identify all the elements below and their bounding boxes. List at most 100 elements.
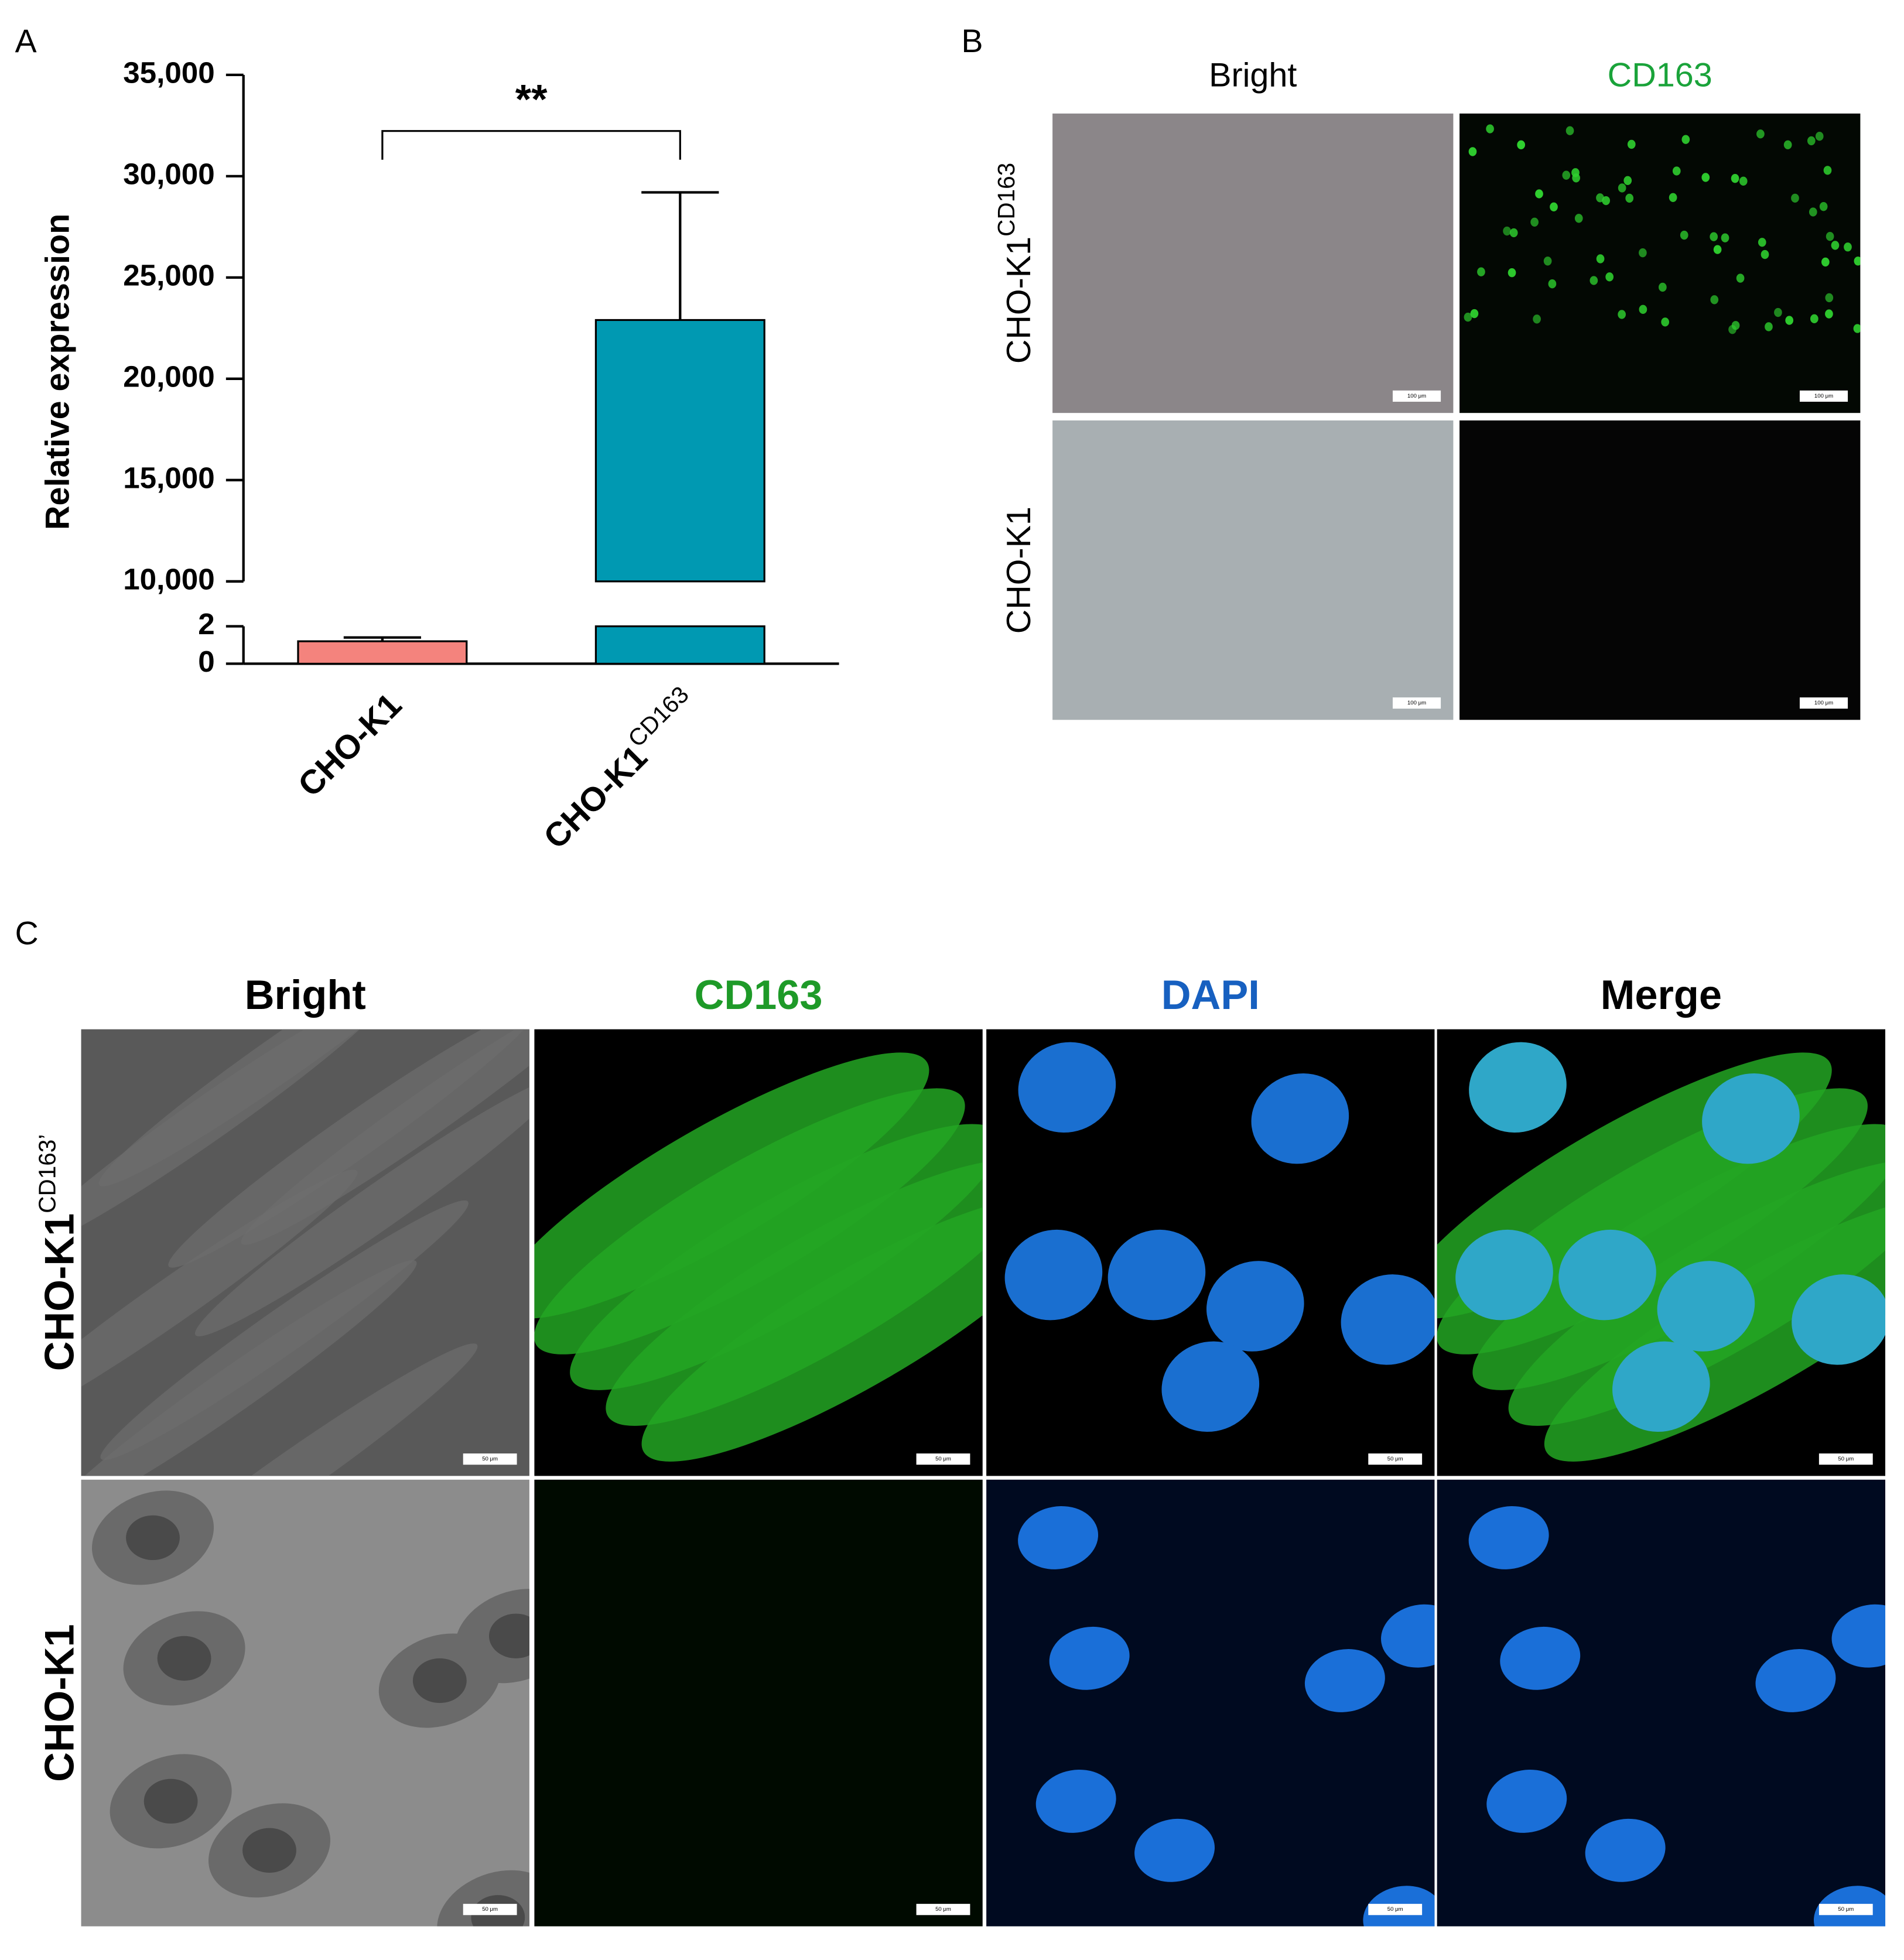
scale-bar (1368, 1453, 1423, 1465)
scale-bar (1368, 1904, 1423, 1915)
cell (1713, 245, 1722, 254)
cell (412, 1658, 467, 1704)
cell (1304, 1649, 1385, 1712)
cell (1844, 242, 1852, 252)
micrograph: 50 μm (81, 1029, 529, 1476)
row-label: CHO-K1CD163 (993, 163, 1038, 364)
cell (1469, 1042, 1567, 1133)
cell (1548, 279, 1557, 289)
cell (1206, 1261, 1304, 1352)
cell (1018, 1042, 1116, 1133)
cell (1381, 1604, 1435, 1668)
cell (1565, 126, 1574, 135)
cell (1161, 1341, 1260, 1432)
scale-bar-label: 50 μm (935, 1906, 951, 1913)
cell (1612, 1341, 1710, 1432)
micrograph: 100 μm (1052, 113, 1454, 413)
x-tick-label-sup: CD163 (623, 680, 694, 752)
cell (1669, 193, 1677, 202)
x-tick-label: CHO-K1CD163 (531, 680, 707, 856)
scale-bar-label: 100 μm (1814, 700, 1833, 706)
cell (489, 1613, 529, 1658)
significance-bracket (381, 130, 681, 160)
panel-label: A (15, 23, 37, 59)
column-header: DAPI (1161, 972, 1260, 1018)
cell (1826, 232, 1834, 241)
cell (1455, 1229, 1553, 1321)
cell (1018, 1506, 1099, 1569)
cell (1530, 217, 1539, 227)
cell (1639, 248, 1647, 258)
cell (1517, 140, 1526, 149)
image-content (92, 1490, 529, 1927)
bar (297, 640, 468, 665)
row-label: CHO-K1CD163’ (33, 1134, 82, 1371)
cell (1701, 173, 1710, 182)
bar-lower (594, 625, 765, 665)
cell (1791, 193, 1799, 203)
micrograph: 50 μm (534, 1029, 983, 1476)
column-header: Bright (1209, 56, 1297, 94)
significance-label: ** (515, 76, 548, 122)
x-tick-label-main: CHO-K1 (536, 738, 654, 856)
cell (1657, 1261, 1755, 1352)
cell (1134, 1818, 1215, 1882)
cell (1550, 202, 1558, 211)
column-header: Bright (245, 972, 366, 1018)
scale-bar (1799, 390, 1848, 402)
y-tick-label: 15,000 (123, 461, 214, 494)
cell (1774, 307, 1782, 317)
cell (1783, 140, 1792, 149)
cell (1543, 256, 1552, 266)
cell (1710, 232, 1718, 241)
cell (1758, 238, 1766, 247)
cell (143, 1778, 198, 1824)
image-bg (1052, 420, 1454, 720)
image-bg (534, 1479, 983, 1927)
cell (1035, 1769, 1116, 1833)
cell (641, 1195, 983, 1462)
image-content (1437, 1042, 1886, 1462)
cell (1785, 316, 1794, 325)
cell (1464, 312, 1472, 322)
cell (1821, 257, 1830, 267)
cell (1486, 1769, 1567, 1833)
cell (1680, 230, 1688, 240)
cell (1731, 173, 1739, 183)
cell (1341, 1274, 1435, 1365)
y-tick-label: 20,000 (123, 360, 214, 393)
cell (1558, 1229, 1656, 1321)
cell (1831, 241, 1840, 250)
cell (98, 1029, 467, 1186)
cell (81, 1260, 417, 1476)
image-bg (1459, 420, 1861, 720)
cell (1363, 1886, 1435, 1927)
row-label: CHO-K1 (1000, 507, 1038, 634)
cell (1533, 314, 1541, 324)
image-bg (1052, 113, 1454, 413)
scale-bar (916, 1453, 970, 1465)
cell (1486, 124, 1494, 134)
cell (1825, 309, 1833, 319)
cell (1672, 166, 1681, 176)
cell (1500, 1626, 1581, 1690)
cell (1049, 1626, 1130, 1690)
row-label-sup: CD163’ (33, 1134, 60, 1213)
x-tick-label: CHO-K1 (291, 686, 409, 804)
micrograph: 100 μm (1459, 113, 1861, 413)
cell (471, 1895, 525, 1927)
image-content (1004, 1042, 1435, 1432)
micrograph: 50 μm (986, 1029, 1435, 1476)
column-header: Merge (1601, 972, 1722, 1018)
cell (241, 1029, 529, 1245)
cell (1562, 170, 1571, 180)
cell (1739, 176, 1748, 186)
scale-bar-label: 50 μm (482, 1906, 498, 1913)
micrograph: 50 μm (1437, 1029, 1886, 1476)
image-content (1464, 124, 1861, 334)
scale-bar-label: 50 μm (935, 1456, 951, 1462)
row-label-main: CHO-K1 (36, 1213, 82, 1371)
cell (1572, 173, 1580, 183)
cell (1702, 1073, 1800, 1164)
